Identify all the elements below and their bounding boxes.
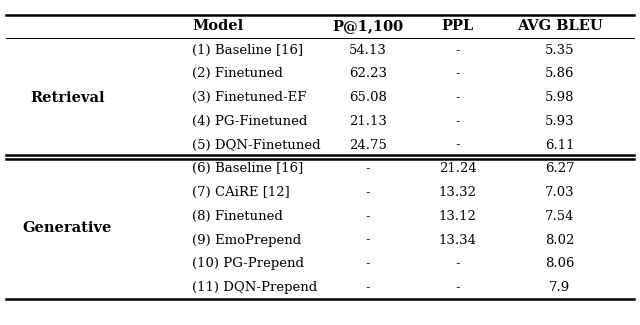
Text: 13.32: 13.32 bbox=[438, 186, 477, 199]
Text: -: - bbox=[365, 186, 371, 199]
Text: 65.08: 65.08 bbox=[349, 91, 387, 104]
Text: (11) DQN-Prepend: (11) DQN-Prepend bbox=[192, 281, 317, 294]
Text: PPL: PPL bbox=[442, 20, 474, 33]
Text: Retrieval: Retrieval bbox=[30, 91, 104, 105]
Text: 5.93: 5.93 bbox=[545, 115, 575, 128]
Text: (10) PG-Prepend: (10) PG-Prepend bbox=[192, 257, 304, 270]
Text: 62.23: 62.23 bbox=[349, 68, 387, 81]
Text: Model: Model bbox=[192, 20, 243, 33]
Text: -: - bbox=[455, 281, 460, 294]
Text: 7.54: 7.54 bbox=[545, 210, 575, 223]
Text: -: - bbox=[455, 138, 460, 151]
Text: (7) CAiRE [12]: (7) CAiRE [12] bbox=[192, 186, 290, 199]
Text: (1) Baseline [16]: (1) Baseline [16] bbox=[192, 44, 303, 57]
Text: 7.03: 7.03 bbox=[545, 186, 575, 199]
Text: (2) Finetuned: (2) Finetuned bbox=[192, 68, 283, 81]
Text: -: - bbox=[365, 281, 371, 294]
Text: 6.11: 6.11 bbox=[545, 138, 575, 151]
Text: (3) Finetuned-EF: (3) Finetuned-EF bbox=[192, 91, 307, 104]
Text: -: - bbox=[455, 91, 460, 104]
Text: 13.12: 13.12 bbox=[438, 210, 477, 223]
Text: 8.06: 8.06 bbox=[545, 257, 575, 270]
Text: AVG BLEU: AVG BLEU bbox=[517, 20, 603, 33]
Text: 54.13: 54.13 bbox=[349, 44, 387, 57]
Text: -: - bbox=[455, 115, 460, 128]
Text: -: - bbox=[455, 44, 460, 57]
Text: 5.98: 5.98 bbox=[545, 91, 575, 104]
Text: 13.34: 13.34 bbox=[438, 233, 477, 247]
Text: P@1,100: P@1,100 bbox=[332, 20, 404, 33]
Text: -: - bbox=[455, 257, 460, 270]
Text: 5.86: 5.86 bbox=[545, 68, 575, 81]
Text: (5) DQN-Finetuned: (5) DQN-Finetuned bbox=[192, 138, 321, 151]
Text: -: - bbox=[455, 68, 460, 81]
Text: -: - bbox=[365, 210, 371, 223]
Text: Generative: Generative bbox=[22, 221, 112, 235]
Text: 6.27: 6.27 bbox=[545, 162, 575, 176]
Text: (6) Baseline [16]: (6) Baseline [16] bbox=[192, 162, 303, 176]
Text: -: - bbox=[365, 257, 371, 270]
Text: 21.13: 21.13 bbox=[349, 115, 387, 128]
Text: 7.9: 7.9 bbox=[549, 281, 571, 294]
Text: 24.75: 24.75 bbox=[349, 138, 387, 151]
Text: (8) Finetuned: (8) Finetuned bbox=[192, 210, 283, 223]
Text: 5.35: 5.35 bbox=[545, 44, 575, 57]
Text: 21.24: 21.24 bbox=[439, 162, 476, 176]
Text: -: - bbox=[365, 162, 371, 176]
Text: (9) EmoPrepend: (9) EmoPrepend bbox=[192, 233, 301, 247]
Text: -: - bbox=[365, 233, 371, 247]
Text: (4) PG-Finetuned: (4) PG-Finetuned bbox=[192, 115, 307, 128]
Text: 8.02: 8.02 bbox=[545, 233, 575, 247]
